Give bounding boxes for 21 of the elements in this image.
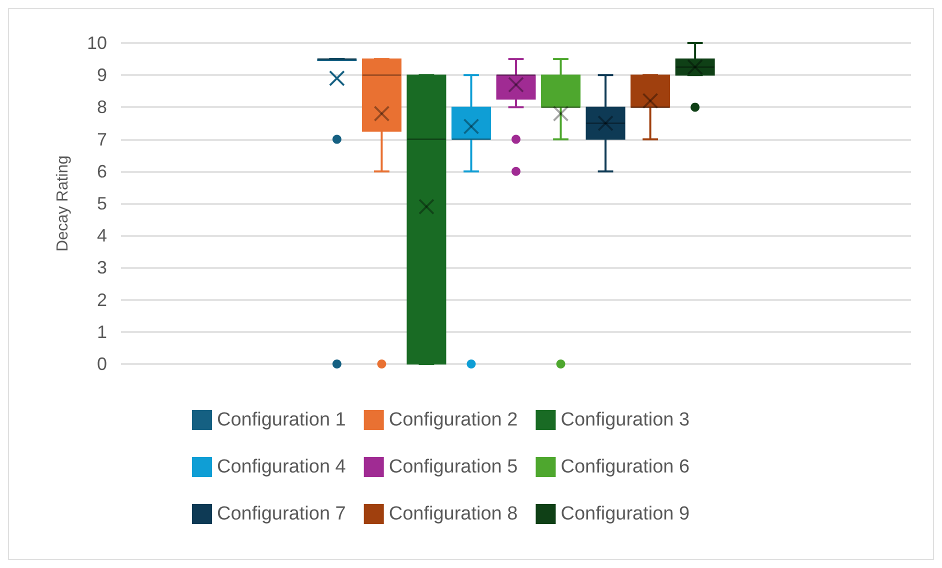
legend-label: Configuration 1 [217,410,346,430]
legend-label: Configuration 7 [217,504,346,524]
legend-label: Configuration 5 [388,456,518,478]
y-tick-label: 9 [96,65,107,86]
y-tick-label: 4 [96,226,107,246]
y-tick-label: 5 [96,194,107,214]
legend-label: Configuration 9 [560,504,690,524]
y-axis-title: Decay Rating [54,155,72,252]
legend-label: Configuration 2 [388,410,518,430]
y-tick-label: 2 [96,290,107,310]
y-tick-label: 7 [96,129,107,150]
y-tick-label: 0 [96,354,107,374]
y-tick-label: 1 [96,322,107,342]
y-tick-label: 10 [86,33,107,53]
legend-label: Configuration 8 [388,504,518,524]
y-tick-label: 6 [96,161,107,182]
y-tick-label: 3 [96,258,107,278]
y-tick-label: 8 [96,97,107,118]
legend-label: Configuration 6 [560,456,690,478]
legend-label: Configuration 3 [560,410,690,430]
legend-label: Configuration 4 [217,456,346,478]
